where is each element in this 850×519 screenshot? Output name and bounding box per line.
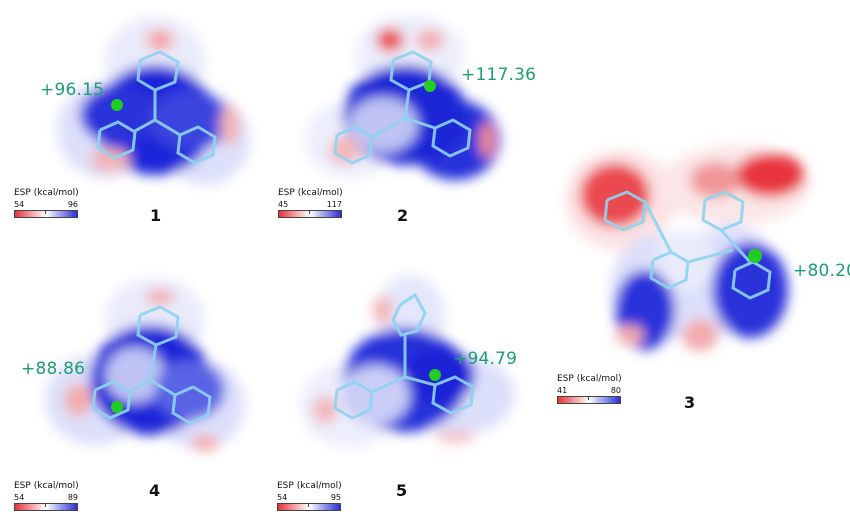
compound-number-1: 1 <box>150 206 162 225</box>
esp-surface-5 <box>300 275 515 447</box>
color-scale-bar <box>14 210 78 218</box>
legend-max: 96 <box>67 200 78 209</box>
legend-title: ESP (kcal/mol) <box>14 481 79 491</box>
esp-surface-4 <box>45 278 245 451</box>
sigma-hole-3 <box>748 249 762 263</box>
esp-value-2: +117.36 <box>461 65 537 85</box>
legend-max: 95 <box>330 493 341 502</box>
scale-tick <box>588 396 589 400</box>
legend-title: ESP (kcal/mol) <box>277 481 342 491</box>
color-scale-bar <box>278 210 342 218</box>
scale-tick <box>45 210 46 214</box>
compound-number-3: 3 <box>684 393 696 412</box>
scale-tick <box>308 503 309 507</box>
sigma-hole-4 <box>111 401 123 413</box>
color-scale-bar <box>557 396 621 404</box>
panel-4: +88.86 ESP (kcal/mol) 54 89 4 <box>0 265 265 519</box>
sigma-hole-5 <box>429 369 441 381</box>
legend-min: 45 <box>278 200 289 209</box>
legend-min: 54 <box>14 493 25 502</box>
esp-surface-1 <box>57 17 250 185</box>
color-scale-bar <box>277 503 341 511</box>
esp-value-5: +94.79 <box>453 349 518 369</box>
panel-3: +80.20 ESP (kcal/mol) 41 80 3 <box>545 140 850 420</box>
esp-surface-2 <box>305 15 500 180</box>
panel-2: +117.36 ESP (kcal/mol) 45 117 2 <box>265 0 545 235</box>
panel-5: +94.79 ESP (kcal/mol) 54 95 5 <box>265 265 545 519</box>
legend-min: 54 <box>277 493 288 502</box>
compound-number-5: 5 <box>396 481 408 500</box>
sigma-hole-2 <box>424 80 436 92</box>
legend-title: ESP (kcal/mol) <box>278 188 343 198</box>
legend-max: 117 <box>326 200 342 209</box>
color-scale-bar <box>14 503 78 511</box>
esp-value-4: +88.86 <box>21 359 86 379</box>
esp-surface-3 <box>565 145 810 351</box>
scale-tick <box>309 210 310 214</box>
compound-number-2: 2 <box>397 206 409 225</box>
sigma-hole-1 <box>111 99 123 111</box>
legend-title: ESP (kcal/mol) <box>14 188 79 198</box>
compound-number-4: 4 <box>149 481 161 500</box>
esp-value-3: +80.20 <box>793 261 850 281</box>
scale-tick <box>45 503 46 507</box>
legend-title: ESP (kcal/mol) <box>557 374 622 384</box>
panel-1: +96.15 ESP (kcal/mol) 54 96 1 <box>0 0 260 235</box>
legend-max: 80 <box>610 386 621 395</box>
legend-min: 54 <box>14 200 25 209</box>
legend-max: 89 <box>67 493 78 502</box>
esp-value-1: +96.15 <box>40 80 105 100</box>
legend-min: 41 <box>557 386 568 395</box>
